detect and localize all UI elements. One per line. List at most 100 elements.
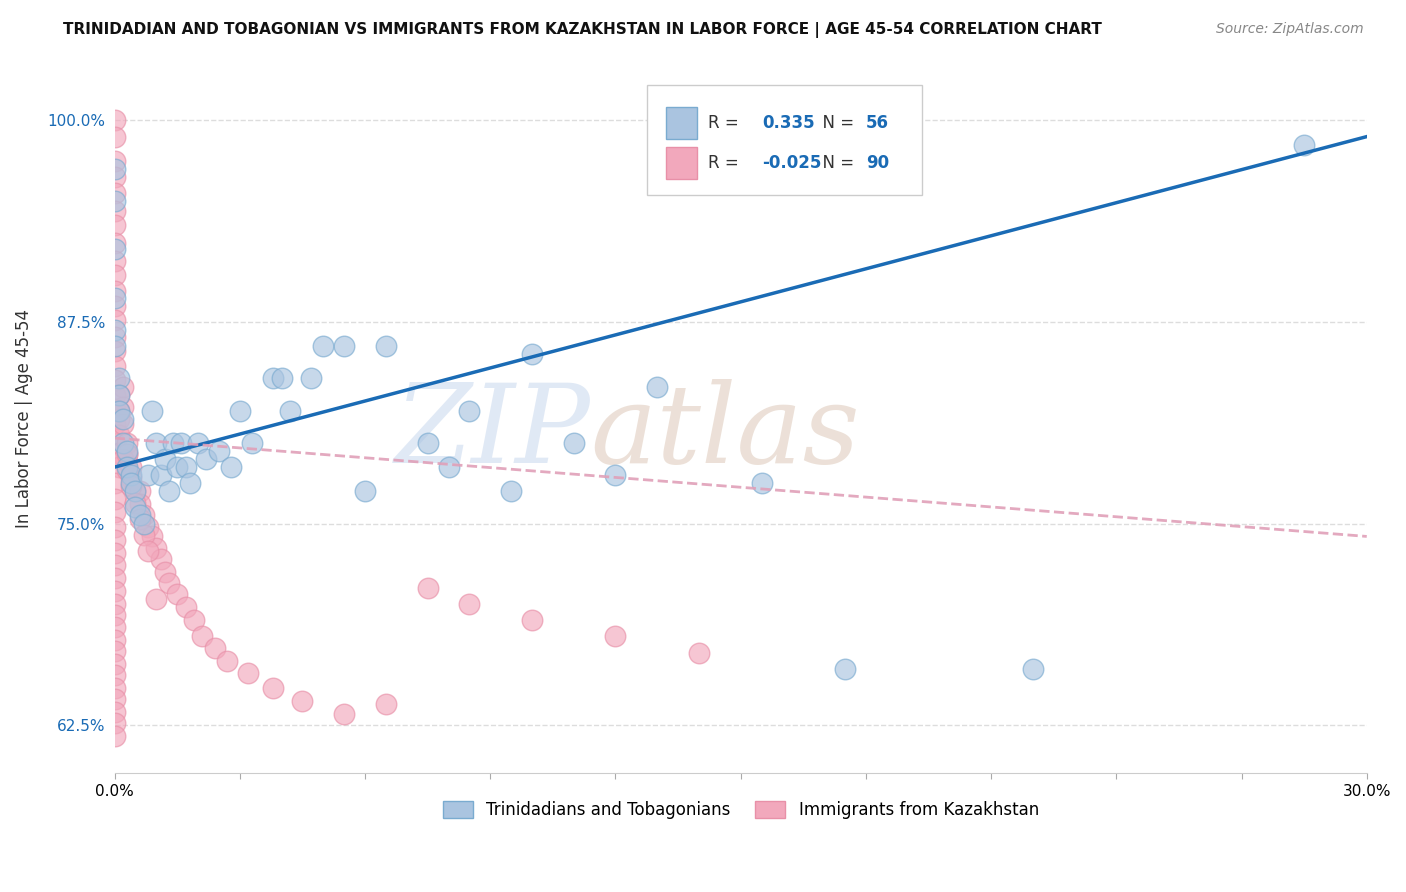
Point [104,608,127,623]
Text: R =: R = [709,154,744,172]
Point [751,476,773,491]
Point [174,600,197,615]
Point [141,529,163,543]
FancyBboxPatch shape [665,147,697,179]
Point [104,668,127,682]
Point [208,444,231,458]
FancyBboxPatch shape [647,86,922,195]
Point [128,508,150,523]
Text: 90: 90 [866,154,889,172]
Point [104,730,127,744]
Point [240,436,263,450]
Point [174,460,197,475]
Point [104,161,127,176]
Point [437,460,460,475]
Point [157,576,180,591]
Point [104,620,127,634]
Point [120,476,142,491]
Point [278,403,301,417]
Point [104,299,127,313]
Point [104,436,127,450]
Point [104,476,127,491]
Point [104,186,127,200]
Point [104,169,127,184]
Point [270,371,292,385]
Point [104,129,127,144]
Point [115,463,138,477]
Point [124,484,146,499]
Point [136,544,159,558]
Text: N =: N = [813,114,859,132]
Point [191,629,214,643]
Point [104,492,127,507]
Point [136,468,159,483]
Point [333,339,356,353]
Point [107,460,129,475]
Text: N =: N = [813,154,859,172]
Point [217,654,239,668]
Point [104,373,127,387]
Point [162,436,184,450]
Point [104,716,127,731]
Text: ZIP: ZIP [395,379,591,487]
Point [104,533,127,547]
Point [107,371,129,385]
Point [132,516,155,531]
Text: 56: 56 [866,114,889,132]
Point [166,587,188,601]
Point [107,411,129,425]
Point [145,592,167,607]
Point [291,694,314,708]
Point [104,359,127,373]
Point [605,468,627,483]
Point [149,468,172,483]
Point [645,379,668,393]
Point [374,339,396,353]
Point [104,387,127,401]
Point [104,632,127,647]
Text: -0.025: -0.025 [762,154,821,172]
Point [124,484,146,499]
Point [1022,662,1045,676]
Point [104,584,127,599]
Point [120,471,142,485]
Point [120,468,142,483]
Point [333,706,356,721]
Point [104,597,127,611]
Point [124,495,146,509]
FancyBboxPatch shape [665,107,697,138]
Y-axis label: In Labor Force | Age 45-54: In Labor Force | Age 45-54 [15,310,32,528]
Text: atlas: atlas [591,379,860,487]
Point [458,403,481,417]
Point [115,436,138,450]
Point [128,497,150,511]
Point [562,436,585,450]
Point [104,692,127,706]
Point [104,113,127,128]
Point [520,613,543,627]
Point [111,452,134,467]
Point [104,402,127,417]
Point [124,500,146,515]
Point [104,344,127,359]
Point [183,613,205,627]
Point [458,597,481,611]
Text: TRINIDADIAN AND TOBAGONIAN VS IMMIGRANTS FROM KAZAKHSTAN IN LABOR FORCE | AGE 45: TRINIDADIAN AND TOBAGONIAN VS IMMIGRANTS… [63,22,1102,38]
Point [204,640,226,655]
Point [104,323,127,337]
Point [104,268,127,283]
Point [136,520,159,534]
Point [107,403,129,417]
Point [128,484,150,499]
Point [187,436,209,450]
Point [104,153,127,168]
Point [104,313,127,327]
Point [104,243,127,257]
Point [104,285,127,299]
Point [170,436,193,450]
Point [107,428,129,442]
Legend: Trinidadians and Tobagonians, Immigrants from Kazakhstan: Trinidadians and Tobagonians, Immigrants… [436,794,1046,825]
Point [354,484,377,499]
Point [104,329,127,343]
Point [157,484,180,499]
